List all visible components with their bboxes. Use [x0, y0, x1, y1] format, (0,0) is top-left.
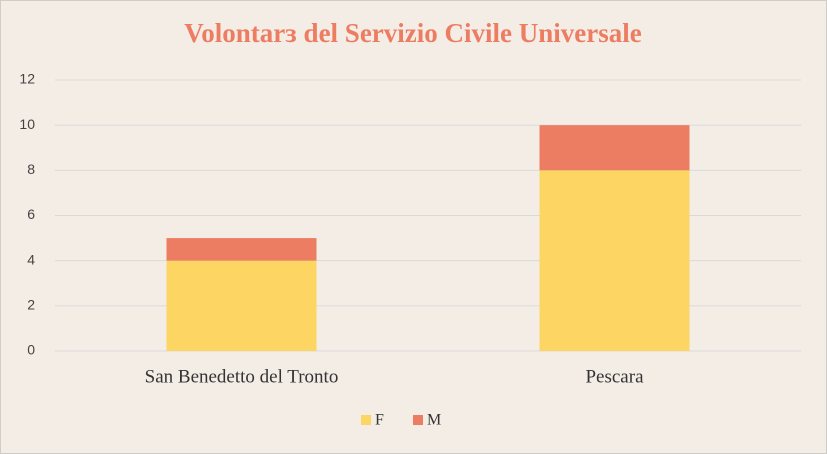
legend-label: M [427, 412, 441, 429]
legend-swatch [413, 415, 423, 425]
y-tick-label: 8 [27, 161, 35, 177]
x-tick-label: Pescara [585, 366, 644, 387]
y-tick-label: 6 [27, 206, 35, 222]
legend-swatch [361, 415, 371, 425]
bar-segment [166, 260, 317, 351]
y-tick-label: 12 [19, 71, 35, 87]
y-tick-label: 0 [27, 342, 35, 358]
bar-segment [166, 238, 317, 261]
y-tick-label: 2 [27, 297, 35, 313]
y-tick-label: 4 [27, 251, 35, 267]
y-tick-label: 10 [19, 116, 35, 132]
chart-title: Volontarɜ del Servizio Civile Universale [184, 18, 642, 48]
x-tick-label: San Benedetto del Tronto [145, 366, 339, 387]
legend-label: F [375, 412, 384, 429]
bar-segment [539, 125, 690, 171]
bar-segment [539, 170, 690, 351]
